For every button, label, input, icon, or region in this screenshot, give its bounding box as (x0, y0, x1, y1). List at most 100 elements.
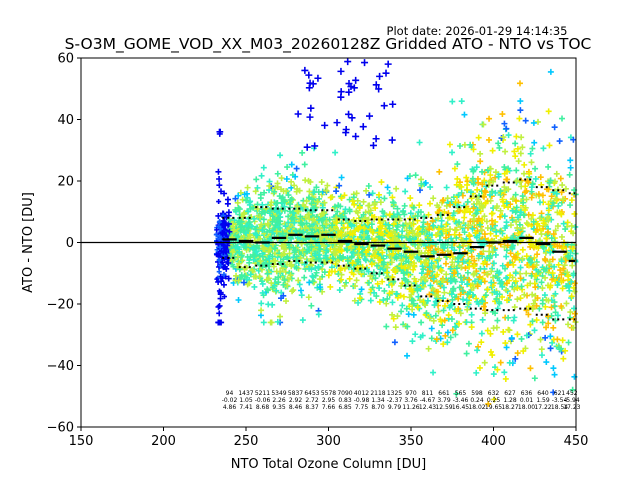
scatter-point (282, 268, 289, 275)
scatter-point (269, 253, 276, 260)
scatter-point (565, 273, 572, 280)
scatter-point (361, 59, 369, 67)
scatter-point (503, 287, 510, 294)
scatter-point (507, 250, 514, 257)
scatter-point (525, 303, 532, 310)
scatter-point (519, 255, 526, 262)
scatter-point (563, 300, 570, 307)
scatter-point (362, 214, 369, 221)
scatter-point (379, 236, 386, 243)
scatter-point (486, 242, 493, 249)
scatter-point (393, 185, 400, 192)
scatter-point (489, 147, 496, 154)
scatter-point (274, 180, 281, 187)
chart-title: S-O3M_GOME_VOD_XX_M03_20260128Z Gridded … (65, 35, 592, 54)
scatter-point (274, 170, 281, 177)
scatter-point (344, 224, 351, 231)
scatter-point (244, 184, 251, 191)
scatter-point (558, 271, 565, 278)
scatter-point (450, 212, 457, 219)
scatter-point (516, 221, 523, 228)
scatter-point (503, 275, 510, 282)
scatter-point (468, 253, 475, 260)
scatter-point (338, 271, 345, 278)
scatter-point (427, 184, 434, 191)
scatter-point (531, 139, 538, 146)
x-tick-label: 200 (151, 434, 176, 449)
scatter-point (471, 262, 478, 269)
scatter-point (492, 251, 499, 258)
scatter-point (490, 260, 497, 267)
scatter-point (547, 345, 554, 352)
scatter-point (514, 250, 521, 257)
scatter-point (250, 256, 257, 263)
scatter-point (404, 352, 411, 359)
scatter-point (399, 302, 406, 309)
scatter-point (283, 176, 290, 183)
scatter-point (478, 226, 485, 233)
scatter-point (403, 254, 410, 261)
scatter-point (377, 256, 384, 263)
scatter-point (299, 247, 306, 254)
scatter-point (224, 200, 231, 207)
scatter-point (414, 245, 421, 252)
scatter-point (269, 284, 276, 291)
scatter-point (258, 172, 265, 179)
scatter-point (408, 297, 415, 304)
scatter-point (439, 322, 446, 329)
scatter-point (384, 264, 391, 271)
scatter-point (520, 348, 527, 355)
scatter-point (285, 219, 292, 226)
scatter-point (355, 299, 362, 306)
scatter-point (353, 208, 360, 215)
scatter-point (265, 275, 272, 282)
scatter-point (435, 308, 442, 315)
scatter-point (398, 263, 405, 270)
y-axis-label: ATO - NTO [DU] (21, 192, 36, 293)
scatter-point (384, 269, 391, 276)
scatter-point (232, 244, 239, 251)
scatter-point (258, 221, 265, 228)
scatter-point (407, 262, 414, 269)
scatter-point (338, 229, 345, 236)
scatter-point (527, 150, 534, 157)
scatter-point (494, 366, 501, 373)
scatter-point (282, 223, 289, 230)
scatter-point (536, 199, 543, 206)
scatter-point (480, 303, 487, 310)
scatter-point (495, 298, 502, 305)
scatter-point (509, 244, 516, 251)
scatter-point (335, 202, 342, 209)
scatter-point (514, 285, 521, 292)
scatter-point (289, 288, 296, 295)
scatter-point (423, 310, 430, 317)
scatter-point (490, 371, 497, 378)
scatter-point (436, 255, 443, 262)
bin-annotation-count: 661 (438, 390, 450, 397)
bin-annotation-mean: 2.92 (289, 397, 303, 404)
bin-annotation-count: 5211 (255, 390, 270, 397)
bin-annotation-stddev: 19.65 (485, 404, 502, 411)
scatter-point (477, 150, 484, 157)
scatter-point (320, 242, 327, 249)
scatter-point (280, 256, 287, 263)
scatter-point (481, 177, 488, 184)
bin-annotation-mean: 2.26 (272, 397, 286, 404)
scatter-point (466, 263, 473, 270)
scatter-point (275, 279, 282, 286)
scatter-point (220, 218, 226, 224)
scatter-point (517, 275, 524, 282)
scatter-point (216, 310, 223, 317)
scatter-point (361, 232, 368, 239)
scatter-point (290, 287, 297, 294)
scatter-point (469, 225, 476, 232)
bin-annotation-mean: -4.67 (420, 397, 436, 404)
scatter-point (334, 227, 341, 234)
scatter-point (403, 305, 410, 312)
scatter-point (465, 340, 472, 347)
scatter-point (489, 352, 496, 359)
scatter-point (313, 184, 320, 191)
scatter-point (511, 304, 518, 311)
scatter-point (435, 225, 442, 232)
scatter-point (251, 215, 258, 222)
